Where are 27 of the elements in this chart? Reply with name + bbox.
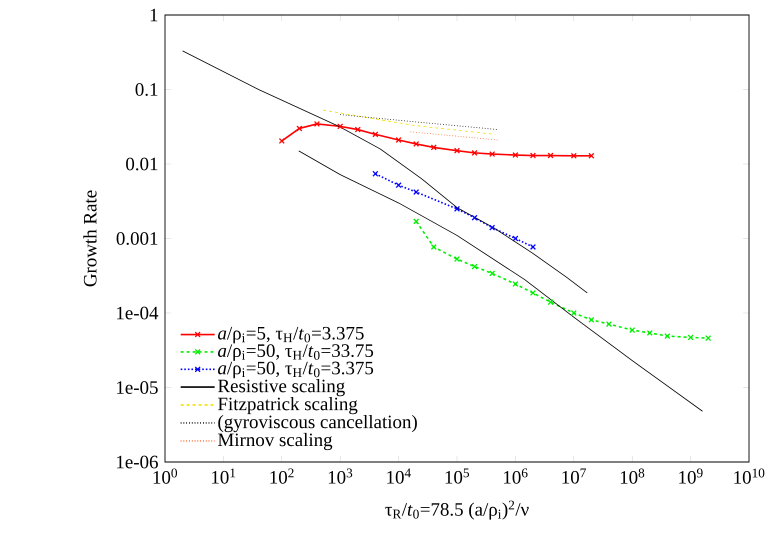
- y-tick-label: 0.001: [116, 232, 158, 245]
- y-tick-label: 1e-05: [117, 381, 158, 394]
- legend-label: Fitzpatrick scaling: [218, 397, 358, 414]
- text: a/ρ$_{i}$=50, τ$_{H}$/t$_{0}$=3.375: [218, 362, 374, 378]
- text: a/ρ$_{i}$=50, τ$_{H}$/t$_{0}$=33.75: [218, 344, 374, 361]
- x-tick-label: 10$^{6}$: [504, 468, 528, 484]
- text: τ$_{R}$/t$_{0}$=78.5 (a/ρ$_{i}$)$^{2}$/ν: [385, 500, 529, 520]
- y-tick-label: 0.1: [136, 83, 158, 96]
- y-tick-label: 1: [150, 8, 158, 22]
- legend-label: Mirnov scaling: [218, 432, 332, 450]
- x-tick-label: 10$^{4}$: [387, 468, 411, 484]
- x-tick-label: 10$^{5}$: [446, 468, 470, 484]
- legend-label: (gyroviscous cancellation): [218, 414, 417, 432]
- x-tick-label: 10$^{1}$: [212, 468, 236, 484]
- y-axis-title: Growth Rate: [83, 190, 97, 286]
- x-tick-label: 10$^{3}$: [328, 468, 352, 484]
- x-tick-label: 10$^{2}$: [270, 468, 294, 484]
- x-tick-label: 10$^{7}$: [562, 468, 586, 484]
- legend-label: Resistive scaling: [218, 379, 345, 396]
- y-tick-label: 0.01: [126, 158, 158, 170]
- x-tick-label: 10$^{0}$: [154, 468, 178, 484]
- y-tick-label: 1e-06: [117, 456, 158, 468]
- y-tick-label: 1e-04: [117, 306, 158, 320]
- text: a/ρ$_{i}$=5, τ$_{H}$/t$_{0}$=3.375: [218, 326, 364, 344]
- x-tick-label: 10$^{9}$: [679, 468, 703, 484]
- x-tick-label: 10$^{8}$: [620, 468, 644, 484]
- x-tick-label: 10$^{10}$: [734, 468, 764, 484]
